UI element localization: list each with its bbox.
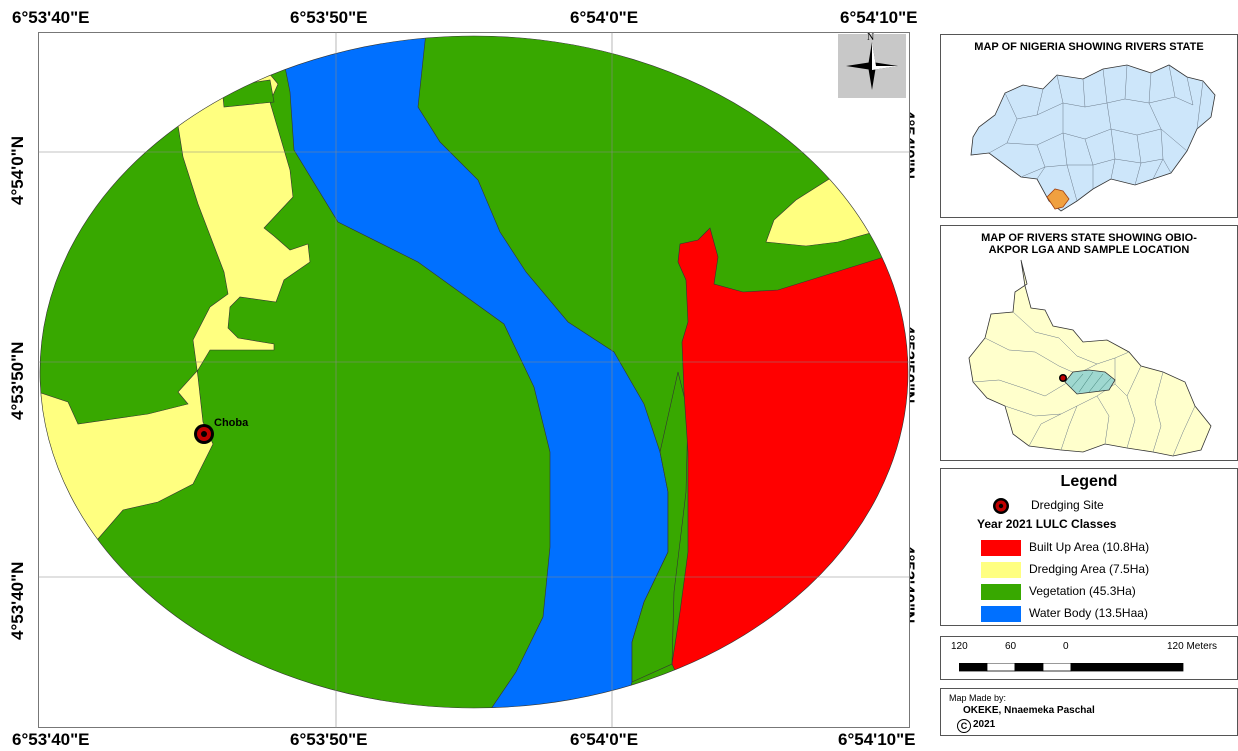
- credit-line2: OKEKE, Nnaemeka Paschal: [963, 705, 1095, 716]
- copyright-icon: C: [957, 719, 971, 733]
- nigeria-map: [970, 64, 1216, 212]
- credit-line1: Map Made by:: [949, 693, 1007, 703]
- legend-label-built-up: Built Up Area (10.8Ha): [1029, 540, 1150, 554]
- main-map: 6°53'40"E 6°53'50"E 6°54'0"E 6°54'10"E 6…: [8, 8, 918, 749]
- legend-title: Legend: [1060, 473, 1118, 490]
- credit-line3: 2021: [973, 719, 996, 730]
- legend-site-row: Dredging Site: [991, 497, 1231, 515]
- scale-label-0: 0: [1063, 641, 1069, 652]
- lon-label-top-3: 6°54'0"E: [570, 8, 639, 27]
- legend-swatch-vegetation: [981, 584, 1021, 600]
- inset-rivers: MAP OF RIVERS STATE SHOWING OBIO- AKPOR …: [940, 225, 1238, 461]
- scale-bar: [959, 663, 1184, 672]
- lga-hatching: [1070, 371, 1112, 393]
- scale-label-120-left: 120: [951, 641, 968, 652]
- lon-label-bottom-2: 6°53'50"E: [290, 730, 368, 749]
- lon-label-top-4: 6°54'10"E: [840, 8, 918, 27]
- dredging-area-west: [40, 36, 311, 593]
- inset-rivers-title-line2: AKPOR LGA AND SAMPLE LOCATION: [988, 244, 1190, 256]
- rivers-outline: [968, 259, 1212, 457]
- legend-swatch-water: [981, 606, 1021, 622]
- scale-label-120-right: 120 Meters: [1167, 641, 1218, 652]
- sample-location-marker[interactable]: [1059, 374, 1067, 382]
- rivers-state-highlight: [1046, 188, 1070, 210]
- dredging-site-icon: [993, 498, 1009, 514]
- inset-nigeria-title: MAP OF NIGERIA SHOWING RIVERS STATE: [974, 41, 1204, 53]
- scale-bar-panel: 120 60 0 120 Meters: [940, 636, 1238, 680]
- north-letter: N: [867, 32, 875, 43]
- inset-rivers-title-line1: MAP OF RIVERS STATE SHOWING OBIO-: [981, 232, 1197, 244]
- legend-panel: Legend Dredging Site Year 2021 LULC Clas…: [940, 468, 1238, 626]
- legend-swatch-built-up: [981, 540, 1021, 556]
- legend-label-water: Water Body (13.5Haa): [1029, 606, 1148, 620]
- nigeria-outline: [970, 64, 1216, 212]
- inset-nigeria: MAP OF NIGERIA SHOWING RIVERS STATE: [940, 34, 1238, 218]
- compass-icon: [846, 42, 898, 90]
- lon-label-bottom-4: 6°54'10"E: [838, 730, 916, 749]
- legend-subtitle: Year 2021 LULC Classes: [977, 517, 1117, 531]
- scale-label-60: 60: [1005, 641, 1017, 652]
- state-boundaries: [988, 64, 1204, 202]
- legend-swatch-dredging: [981, 562, 1021, 578]
- rivers-state-map: [968, 259, 1212, 457]
- lon-label-top-1: 6°53'40"E: [12, 8, 90, 27]
- legend-label-vegetation: Vegetation (45.3Ha): [1029, 584, 1136, 598]
- lulc-map: Choba: [38, 32, 910, 728]
- credit-panel: Map Made by: OKEKE, Nnaemeka Paschal C 2…: [940, 688, 1238, 736]
- lat-label-left-2: 4°53'50"N: [8, 341, 27, 420]
- lat-label-left-1: 4°54'0"N: [8, 136, 27, 205]
- legend-label-dredging: Dredging Area (7.5Ha): [1029, 562, 1150, 576]
- legend-site-label: Dredging Site: [1031, 498, 1104, 512]
- lon-label-bottom-3: 6°54'0"E: [570, 730, 639, 749]
- lat-label-left-3: 4°53'40"N: [8, 561, 27, 640]
- lon-label-top-2: 6°53'50"E: [290, 8, 368, 27]
- dredging-site-marker[interactable]: [194, 424, 214, 444]
- obio-akpor-lga-highlight: [1064, 369, 1116, 395]
- lon-label-bottom-1: 6°53'40"E: [12, 730, 90, 749]
- place-label-choba: Choba: [214, 417, 249, 429]
- north-arrow: N: [838, 32, 906, 98]
- map-boundary: [39, 35, 909, 709]
